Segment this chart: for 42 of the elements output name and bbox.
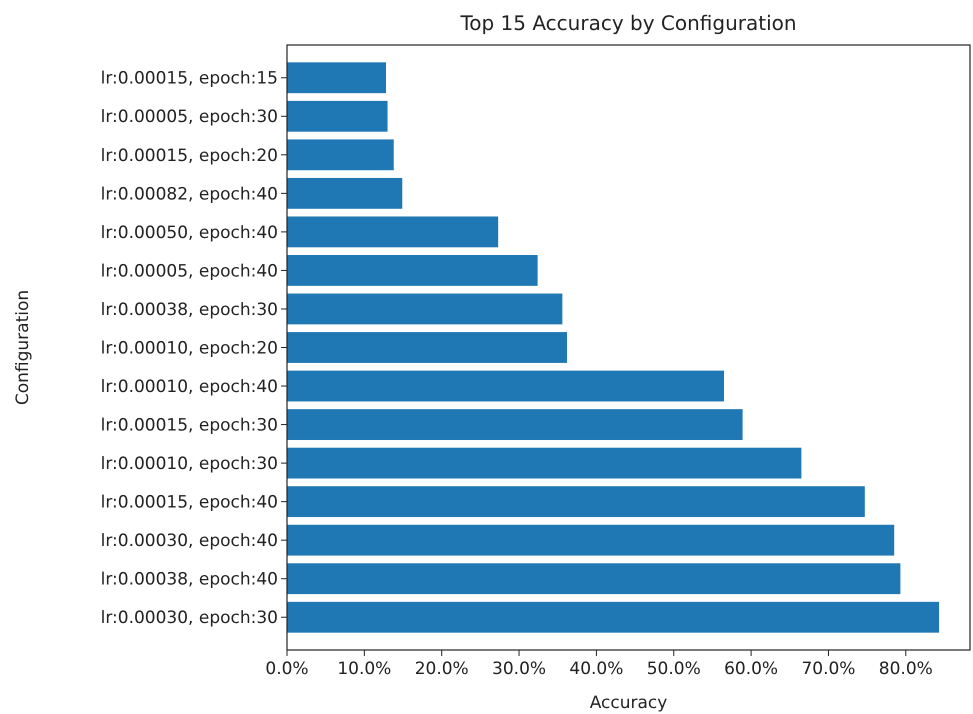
y-tick-label: lr:0.00005, epoch:40 [100,261,278,282]
bar [287,139,394,170]
bar [287,255,538,286]
x-tick-label: 40.0% [569,659,624,679]
bar [287,486,865,518]
y-tick-label: lr:0.00030, epoch:30 [100,608,278,628]
bar [287,409,743,440]
y-tick-label: lr:0.00010, epoch:40 [100,376,278,397]
chart-title: Top 15 Accuracy by Configuration [459,11,797,35]
x-tick-label: 50.0% [646,659,701,679]
bar [287,602,940,633]
x-axis-title: Accuracy [590,693,668,713]
x-tick-label: 20.0% [414,659,469,679]
y-tick-label: lr:0.00015, epoch:40 [100,492,278,513]
x-tick-label: 70.0% [801,659,856,679]
bar [287,524,894,556]
x-tick-label: 10.0% [337,659,392,679]
bar [287,563,900,594]
x-tick-label: 0.0% [265,659,309,679]
bar [287,370,724,402]
y-tick-label: lr:0.00050, epoch:40 [100,222,278,243]
y-tick-label: lr:0.00015, epoch:30 [100,416,278,436]
bar [287,100,388,132]
bar [287,62,386,94]
x-tick-label: 30.0% [492,659,546,679]
x-tick-label: 80.0% [878,659,933,679]
bar [287,448,802,479]
y-tick-label: lr:0.00038, epoch:30 [100,300,278,320]
bar [287,216,498,248]
y-tick-label: lr:0.00010, epoch:20 [100,338,278,358]
y-tick-label: lr:0.00015, epoch:15 [100,68,278,89]
y-tick-label: lr:0.00082, epoch:40 [100,184,278,204]
y-tick-label: lr:0.00038, epoch:40 [100,570,278,590]
y-tick-label: lr:0.00010, epoch:30 [100,454,278,474]
y-tick-label: lr:0.00005, epoch:30 [100,107,278,128]
bar [287,294,562,324]
bar [287,178,402,209]
bar [287,332,568,363]
x-tick-label: 60.0% [724,659,778,679]
y-tick-label: lr:0.00030, epoch:40 [100,531,278,552]
y-tick-label: lr:0.00015, epoch:20 [100,146,278,166]
y-axis-title: Configuration [13,290,33,406]
